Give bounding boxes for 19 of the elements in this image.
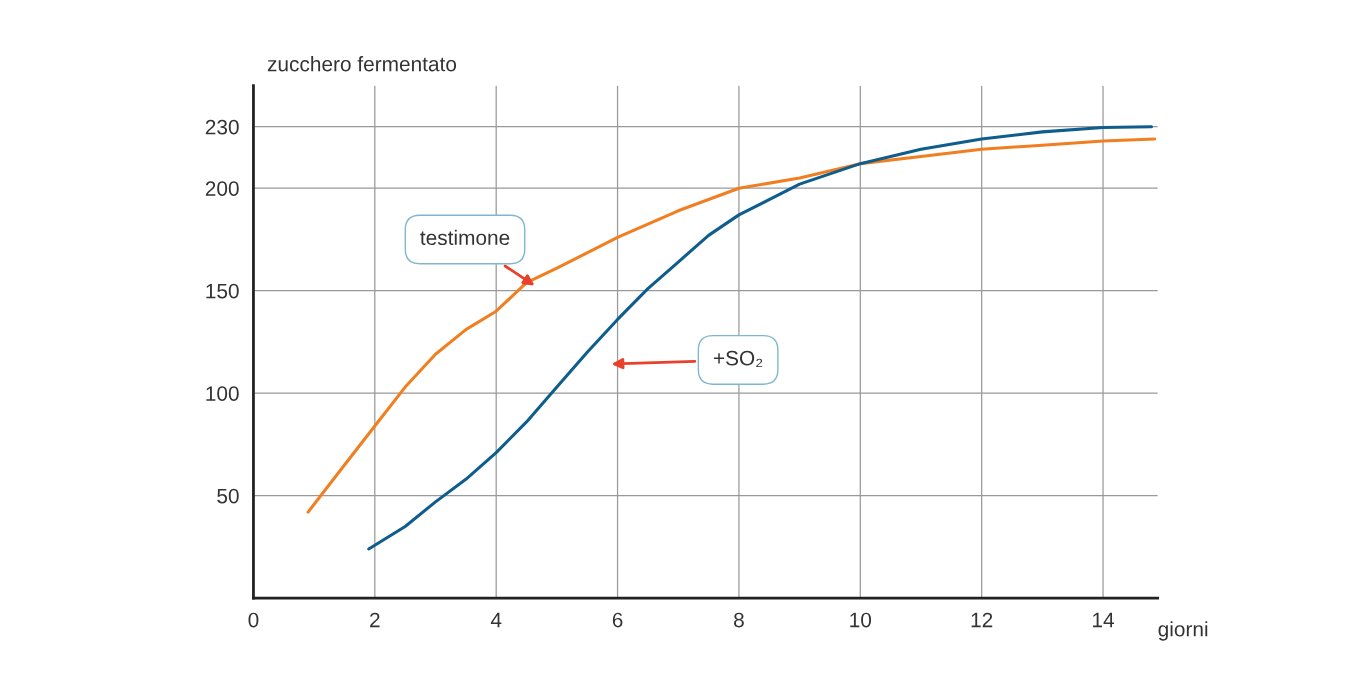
- y-axis-title: zucchero fermentato: [267, 56, 457, 72]
- annotation: +SO₂: [713, 350, 763, 368]
- annotation: testimone: [420, 229, 510, 246]
- y-tick-label: 100: [206, 386, 239, 401]
- y-tick-label: 50: [217, 488, 239, 504]
- y-tick-label: 150: [206, 283, 239, 299]
- x-tick-label: 0: [248, 612, 259, 628]
- x-tick-label: 4: [490, 612, 502, 628]
- x-tick-label: 12: [971, 612, 993, 628]
- x-tick-label: 6: [612, 612, 623, 628]
- x-tick-label: 14: [1093, 612, 1115, 628]
- x-tick-label: 10: [850, 612, 872, 628]
- y-tick-label: 230: [205, 119, 239, 135]
- y-tick-label: 200: [205, 181, 239, 196]
- x-tick-label: 8: [734, 612, 744, 628]
- line-series: [367, 125, 1154, 551]
- x-axis-title: giorni: [1158, 621, 1208, 641]
- line-series: [306, 137, 1157, 514]
- x-tick-label: 2: [370, 612, 380, 628]
